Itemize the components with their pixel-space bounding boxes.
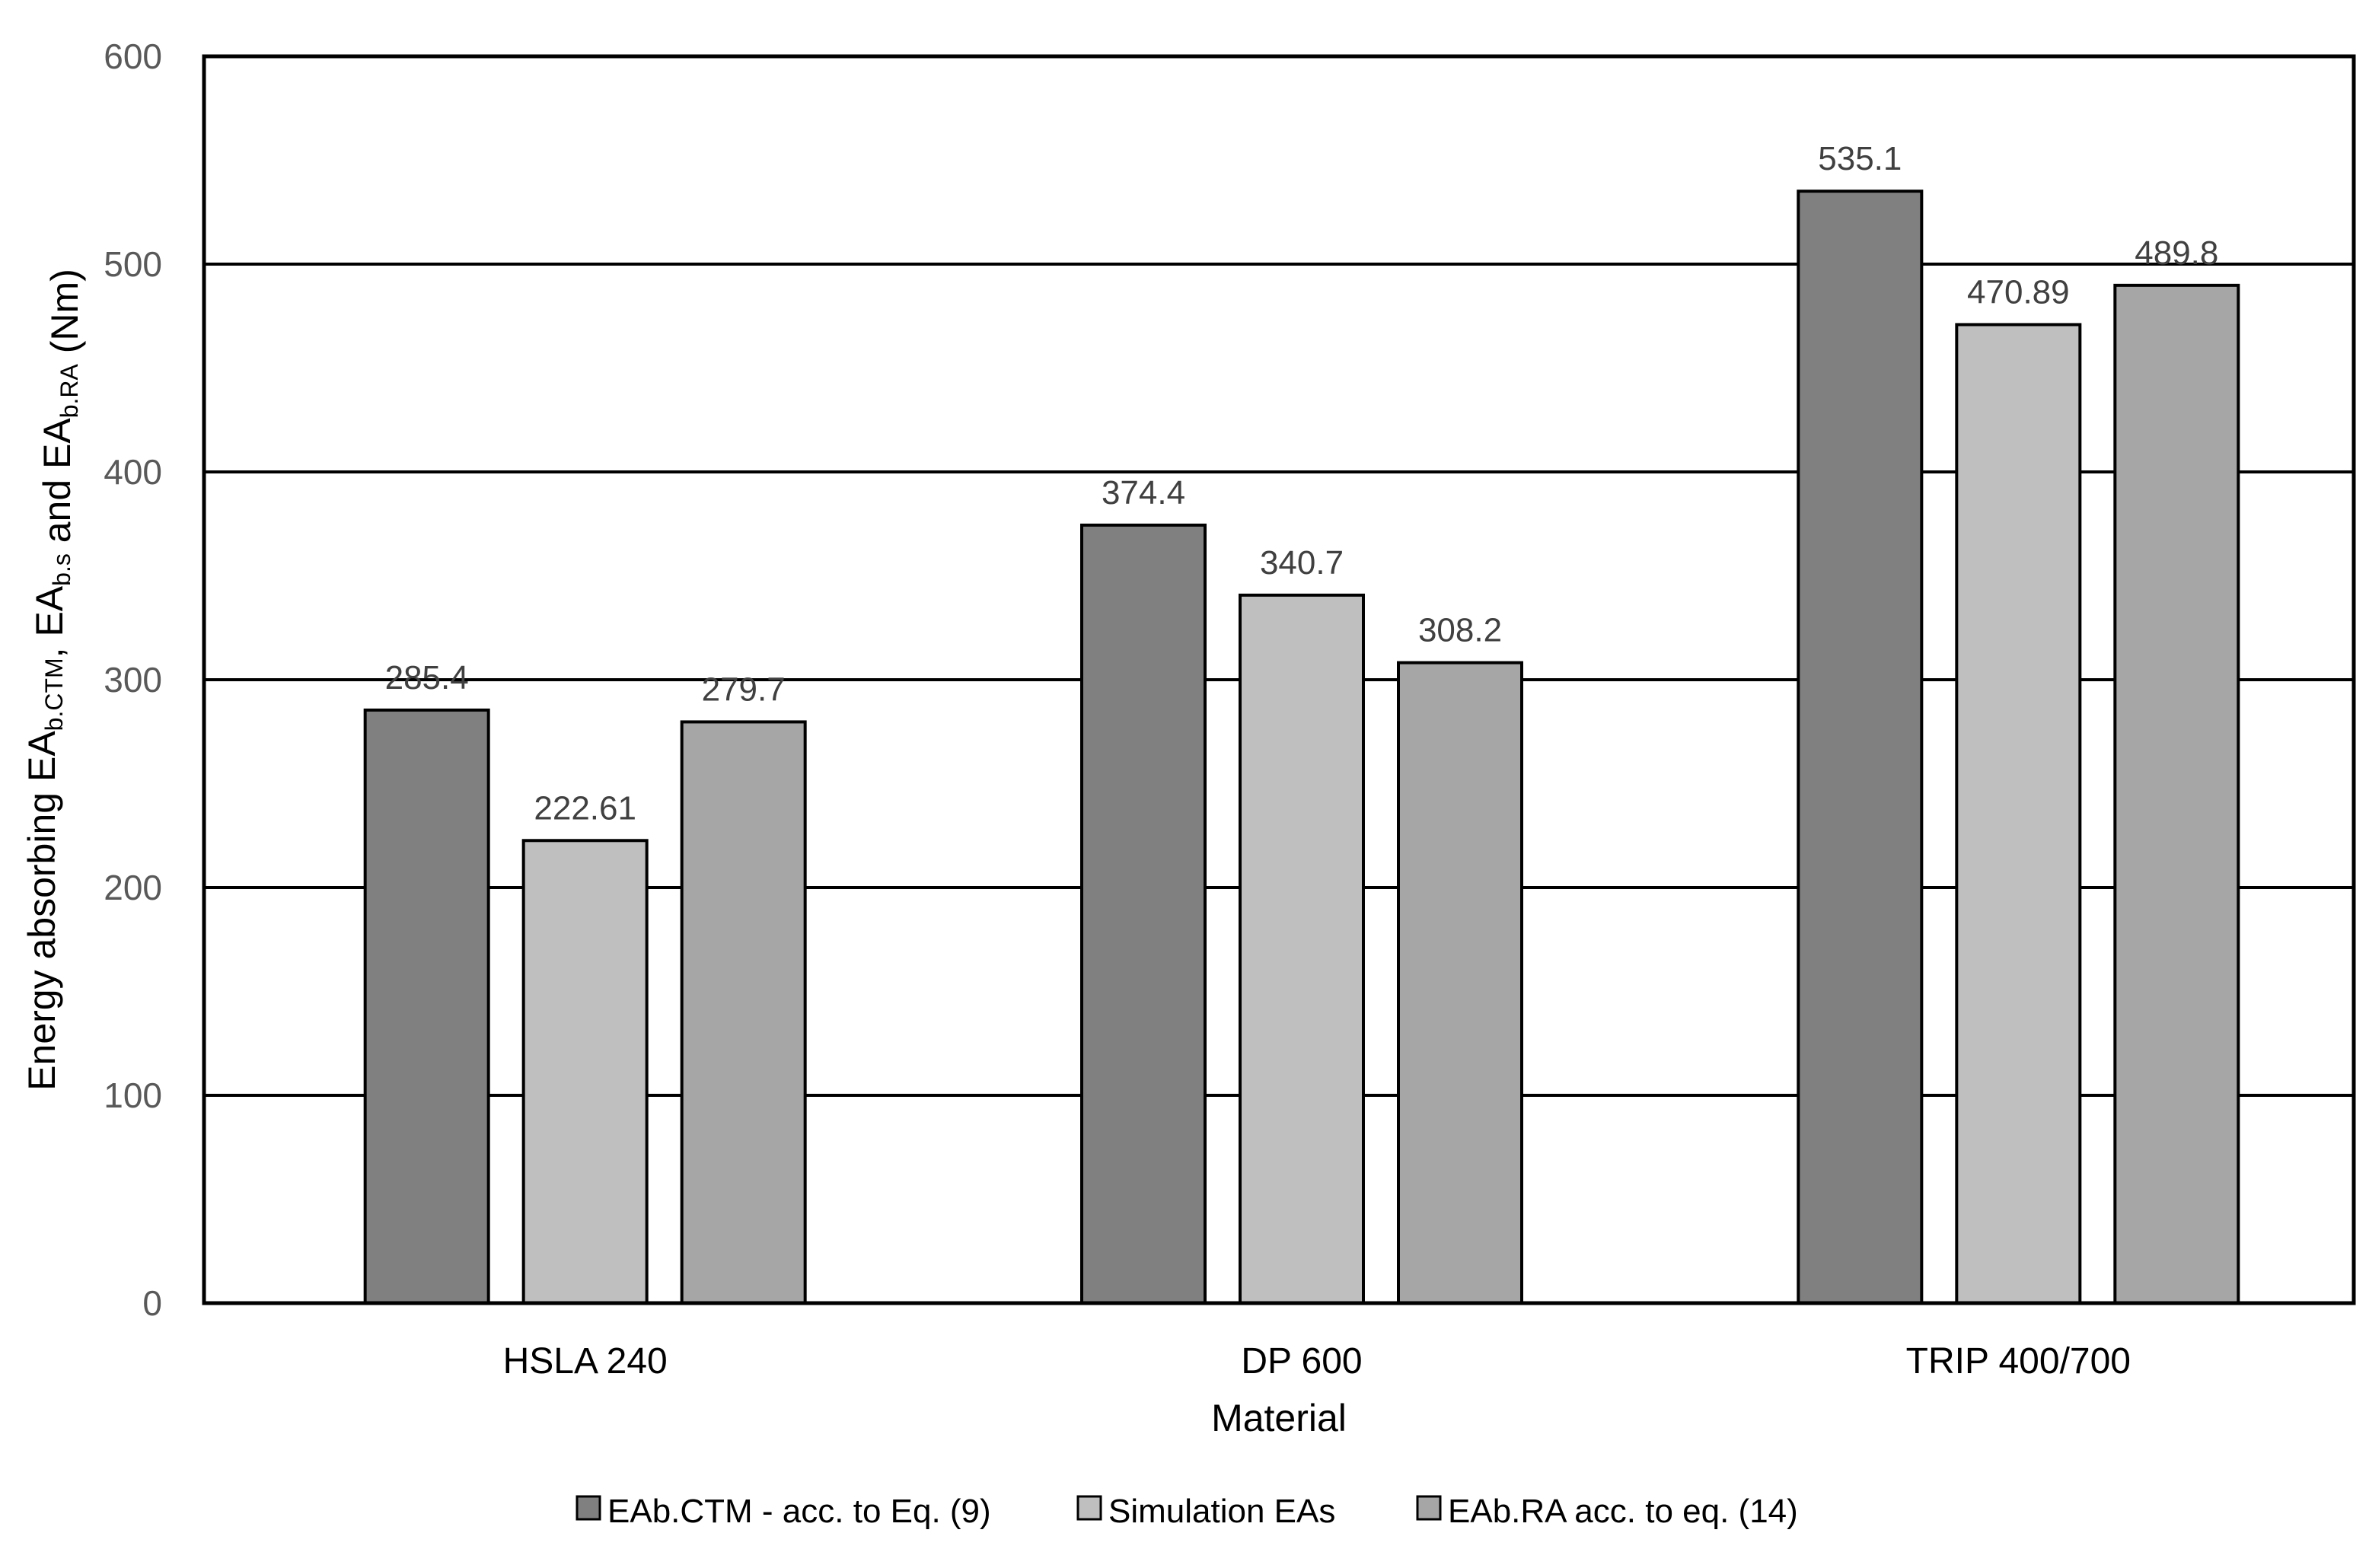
legend-label: Simulation EAs [1108, 1493, 1335, 1530]
data-label: 222.61 [534, 789, 636, 827]
data-label: 374.4 [1102, 474, 1185, 512]
y-axis-title-part: , EA [28, 585, 71, 658]
y-tick-labels: 0 100 200 300 400 500 600 [104, 37, 162, 1323]
x-category-labels: HSLA 240 DP 600 TRIP 400/700 [503, 1341, 2131, 1382]
legend-swatch [1416, 1495, 1442, 1521]
bars [363, 190, 2240, 1305]
y-tick-label: 400 [104, 452, 162, 492]
data-label: 279.7 [702, 671, 786, 708]
bar [1239, 593, 1365, 1305]
bar [1397, 661, 1523, 1305]
y-tick-label: 200 [104, 868, 162, 907]
y-axis-title-subscript: b.s [48, 553, 75, 586]
bar [521, 839, 649, 1305]
y-tick-label: 0 [142, 1283, 162, 1323]
x-category-label: TRIP 400/700 [1906, 1341, 2131, 1382]
y-axis-title: Energy absorbing EAb.CTM, EAb.s and EAb.… [21, 269, 86, 1091]
bar [680, 720, 807, 1305]
bar [1080, 523, 1207, 1305]
data-label: 489.8 [2135, 234, 2218, 272]
y-tick-label: 600 [104, 37, 162, 76]
data-label: 470.89 [1967, 273, 2070, 311]
plot-area-frame [202, 54, 2356, 1305]
data-label: 308.2 [1418, 612, 1502, 649]
y-axis-title-subscript: b.CTM [40, 658, 68, 731]
x-category-label: HSLA 240 [503, 1341, 668, 1382]
legend-label: EAb.CTM - acc. to Eq. (9) [607, 1493, 991, 1530]
data-label: 535.1 [1818, 140, 1902, 177]
bar [1797, 190, 1924, 1305]
y-tick-label: 100 [104, 1076, 162, 1115]
data-labels: 285.4 222.61 279.7 374.4 340.7 308.2 535.1 470.… [385, 140, 2219, 827]
data-label: 340.7 [1260, 544, 1344, 582]
y-axis-title-part: and EA [36, 418, 78, 554]
y-axis-title-part: Energy absorbing EA [21, 731, 63, 1091]
legend-swatch [1076, 1495, 1102, 1521]
y-tick-label: 300 [104, 660, 162, 700]
y-axis-title-subscript: b.RA [56, 363, 83, 418]
legend-swatch [576, 1495, 601, 1521]
data-label: 285.4 [385, 659, 469, 696]
bar [1955, 323, 2082, 1305]
x-axis-title: Material [1211, 1397, 1347, 1439]
y-axis-title-part: (Nm) [43, 269, 86, 364]
y-tick-label: 500 [104, 244, 162, 284]
x-category-label: DP 600 [1241, 1341, 1362, 1382]
bar [363, 708, 490, 1305]
bar [2113, 283, 2240, 1305]
legend-label: EAb.RA acc. to eq. (14) [1448, 1493, 1798, 1530]
legend: EAb.CTM - acc. to Eq. (9) Simulation EAs E… [576, 1493, 1798, 1530]
